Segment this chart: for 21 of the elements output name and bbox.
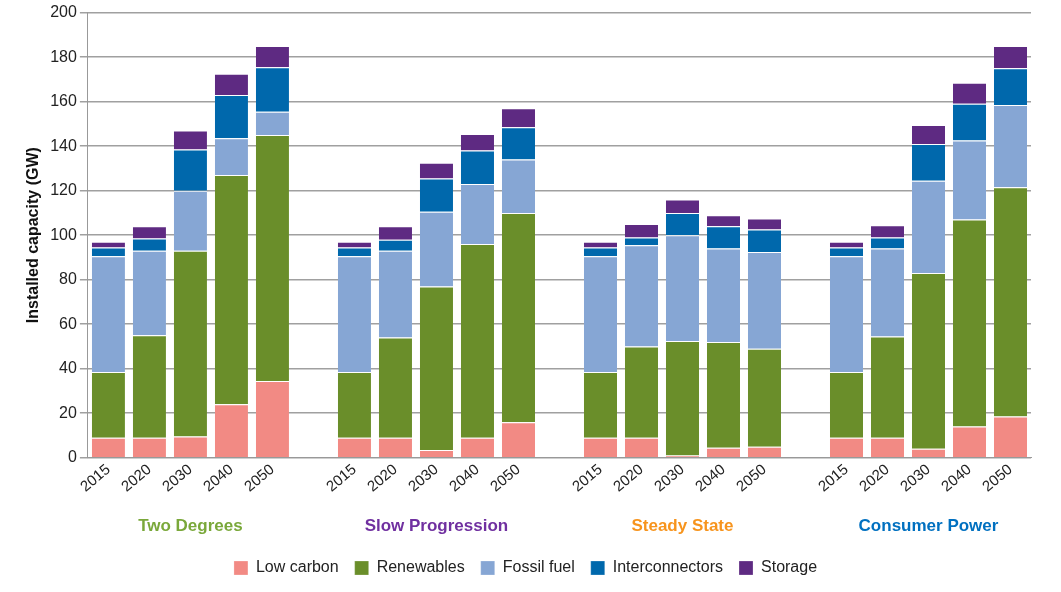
text: Two Degrees	[138, 515, 243, 535]
y-tick-label: 160	[50, 92, 77, 110]
text: Consumer Power	[858, 515, 999, 535]
y-tick-label: 200	[50, 3, 77, 21]
y-tick-label: 120	[50, 181, 77, 199]
y-tick-label: 20	[59, 403, 77, 421]
y-tick-label: 60	[59, 314, 77, 332]
legend-label: Storage	[761, 558, 818, 576]
legend-label: Low carbon	[255, 558, 339, 576]
y-tick-label: 40	[59, 359, 77, 377]
y-tick-label: 80	[59, 270, 77, 288]
y-tick-label: 180	[50, 47, 77, 65]
y-tick-label: 100	[50, 225, 77, 243]
text: Slow Progression	[364, 515, 509, 535]
text: Steady State	[631, 515, 734, 535]
y-tick-label: 140	[50, 136, 77, 154]
y-tick-label: 0	[67, 448, 77, 466]
y-axis-title: Installed capacity (GW)	[24, 147, 42, 324]
legend-label: Interconnectors	[612, 558, 724, 576]
legend-label: Fossil fuel	[502, 558, 575, 576]
legend-label: Renewables	[376, 558, 465, 576]
